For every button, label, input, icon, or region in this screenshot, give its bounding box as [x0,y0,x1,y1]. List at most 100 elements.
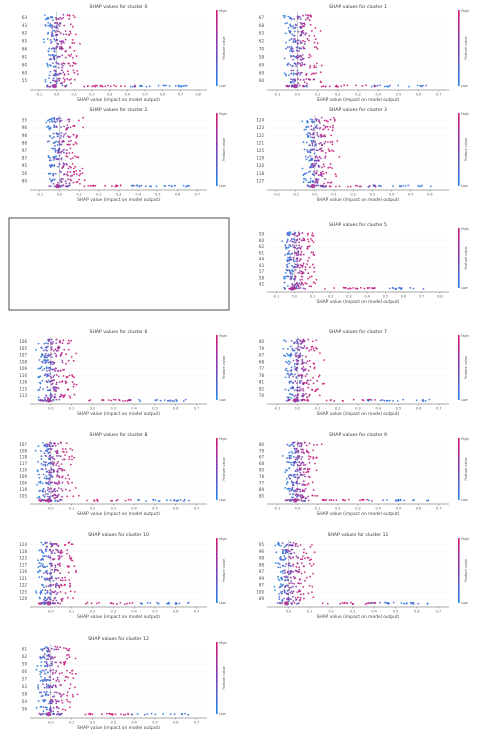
shap-point [286,584,289,587]
feature-label: 62 [22,654,28,659]
shap-point [314,462,316,465]
shap-point [67,184,70,187]
shap-point [167,602,170,605]
shap-point [310,15,313,18]
x-tick-label: 0.0 [295,507,300,511]
shap-point [289,455,292,457]
colorbar [216,642,218,714]
shap-point [388,399,391,402]
shap-point [49,363,52,366]
feature-label: 108 [19,359,27,364]
shap-point [289,552,292,555]
shap-point [67,33,70,36]
shap-point [314,118,317,120]
colorbar-low-label: Low [461,498,468,502]
shap-point [294,263,297,266]
shap-point [324,155,327,158]
shap-point [311,173,314,175]
shap-point [72,133,75,136]
x-tick-label: 0.2 [335,93,340,97]
x-tick-label: 0.2 [335,407,340,411]
shap-point [123,603,126,605]
feature-label: 68 [259,359,265,364]
shap-point [302,471,305,474]
shap-point [64,576,66,579]
shap-point [318,155,321,158]
shap-point [300,457,303,460]
shap-point [320,81,322,84]
shap-point [290,380,293,383]
shap-point [294,373,296,376]
shap-point [40,705,43,708]
shap-point [303,441,306,444]
shap-point [301,360,304,363]
shap-point [36,483,39,486]
shap-point [55,47,57,49]
shap-point [295,585,298,588]
shap-point [55,691,58,694]
shap-point [169,400,172,402]
shap-point [68,579,71,581]
shap-point [304,266,307,268]
shap-point [379,601,382,604]
shap-point [56,470,59,473]
shap-point [292,78,295,81]
shap-point [44,646,47,648]
shap-point [36,496,39,499]
feature-label: 118 [19,455,27,460]
shap-point [60,151,62,154]
shap-point [52,543,54,546]
shap-point [66,174,69,177]
shap-point [56,39,59,42]
shap-point [39,482,42,484]
shap-point [307,156,310,159]
shap-point [39,673,42,676]
shap-point [44,449,47,452]
shap-point [38,497,41,500]
shap-point [75,134,78,137]
shap-point [38,495,41,498]
shap-point-cluster [284,601,289,606]
shap-point [300,388,303,391]
shap-point [93,499,95,502]
shap-point [39,657,42,660]
shap-point [288,258,291,260]
shap-point [289,570,292,573]
shap-point [51,342,54,345]
shap-point [285,47,288,50]
shap-point [56,450,59,453]
shap-point [69,64,72,67]
x-tick-label: 0.7 [194,721,199,725]
shap-point [145,85,148,88]
feature-label: 96 [22,125,28,130]
shap-point [286,265,288,268]
shap-point [52,156,55,159]
feature-label: 81 [259,380,265,385]
shap-point [412,602,415,605]
feature-label: 99 [259,576,265,581]
x-tick-label: 0.2 [96,193,101,197]
shap-point [66,78,69,80]
feature-label: 62 [259,39,265,44]
shap-point [57,481,59,484]
shap-point [52,678,55,681]
shap-point [312,596,315,599]
shap-point [171,400,174,402]
shap-point [300,346,302,349]
shap-point [312,449,315,452]
shap-point [301,61,304,64]
shap-point [289,30,292,33]
shap-point [132,184,135,187]
shap-point [293,363,296,365]
shap-point [46,489,49,491]
shap-point [298,380,301,382]
shap-point [302,47,305,50]
shap-point [290,48,293,51]
shap-point [289,373,292,376]
shap-point [290,69,293,72]
shap-point [52,695,54,698]
shap-point [54,22,57,24]
shap-point [48,702,51,705]
shap-point [311,239,314,242]
shap-point [307,151,310,153]
